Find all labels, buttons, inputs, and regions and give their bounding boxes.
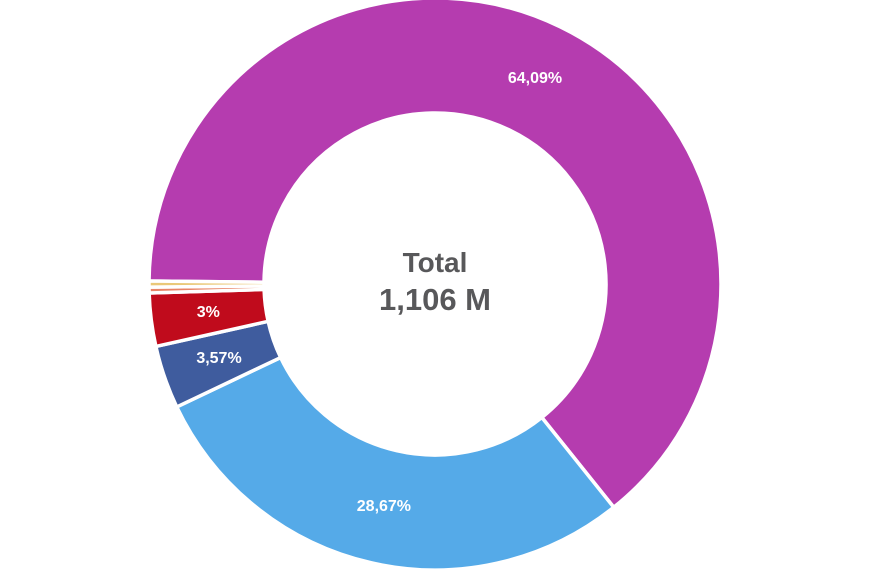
slice-percentage-label: 3,57% — [196, 350, 241, 367]
slice-percentage-label: 3% — [197, 304, 220, 321]
pie-slice-0[interactable] — [147, 0, 723, 510]
slice-percentage-label: 64,09% — [508, 70, 562, 87]
slice-percentage-label: 28,67% — [357, 498, 411, 515]
pie-slice-1[interactable] — [175, 355, 616, 572]
pie-slice-5[interactable] — [147, 279, 266, 289]
